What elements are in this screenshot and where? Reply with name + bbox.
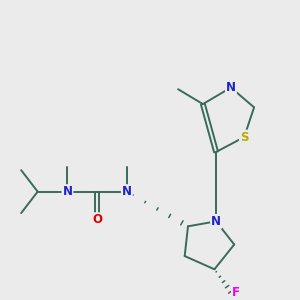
Text: F: F [232, 286, 240, 299]
Text: N: N [226, 81, 236, 94]
Text: N: N [122, 185, 132, 198]
Text: N: N [62, 185, 72, 198]
Text: O: O [92, 213, 102, 226]
Text: S: S [240, 130, 248, 144]
Text: N: N [211, 215, 221, 228]
